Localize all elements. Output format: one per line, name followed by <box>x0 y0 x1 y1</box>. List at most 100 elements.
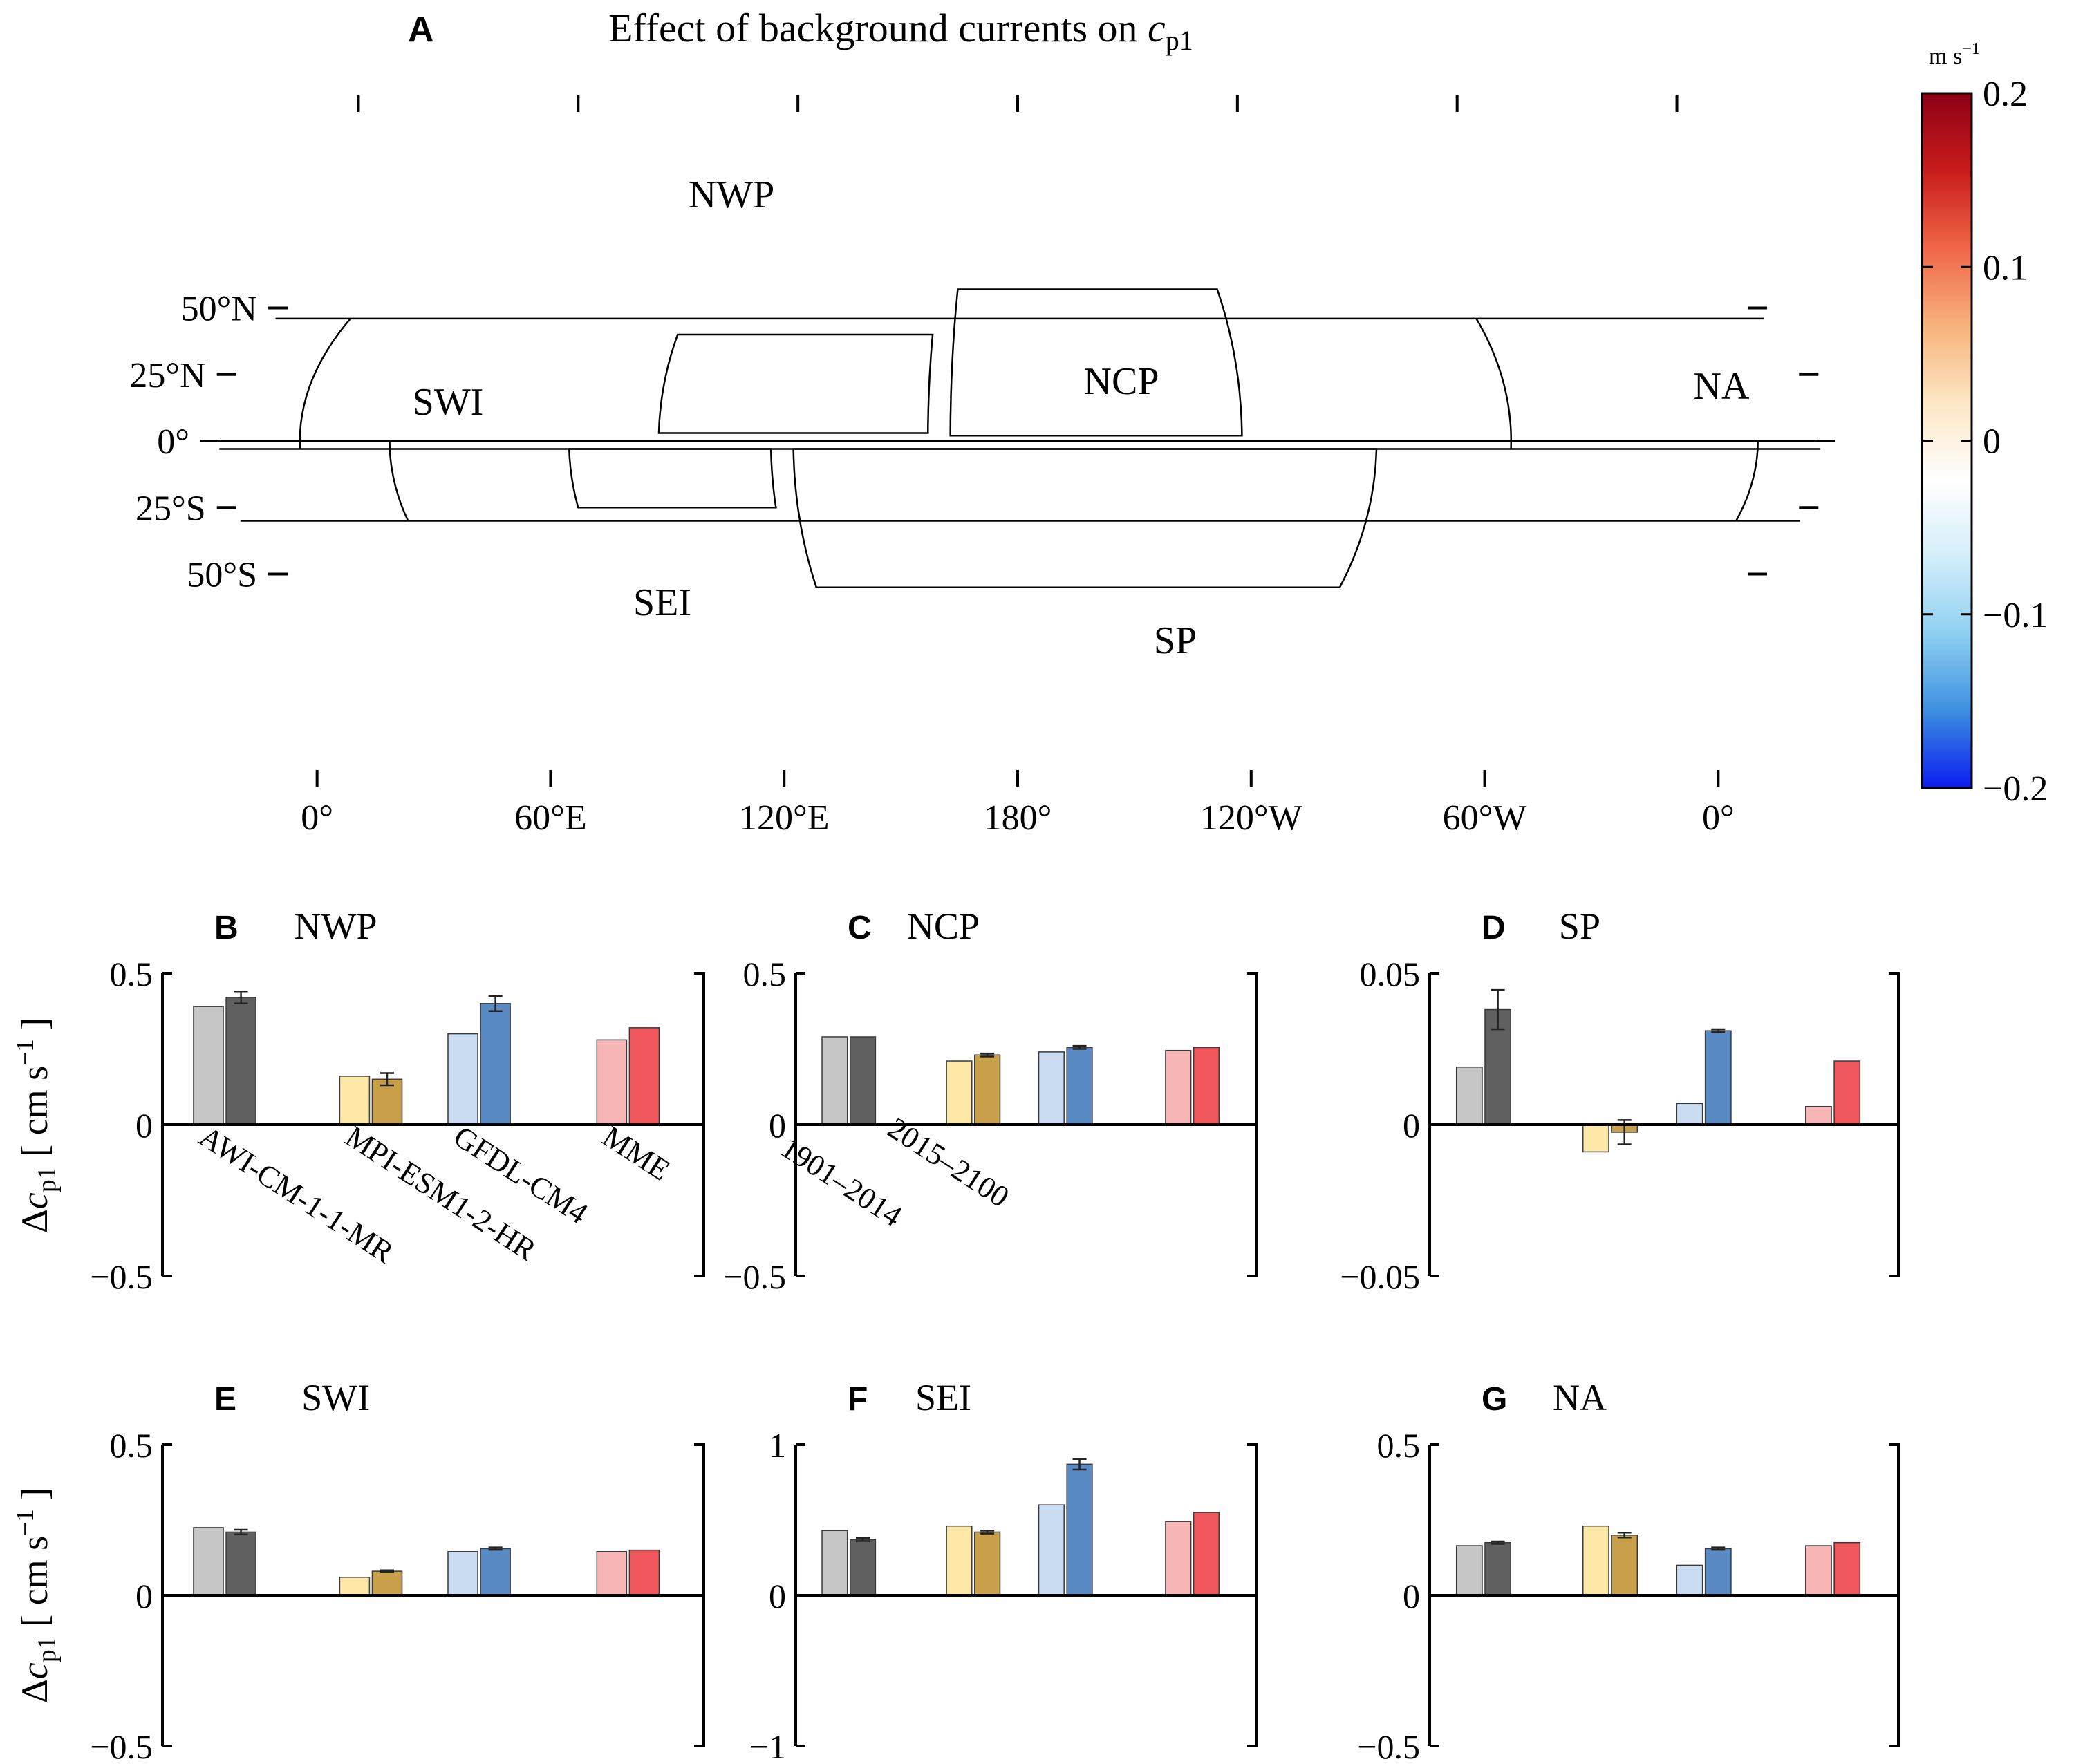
anomaly-patch <box>459 581 492 595</box>
anomaly-patch <box>1691 597 1737 608</box>
anomaly-patch <box>1428 283 1470 293</box>
anomaly-patch <box>1139 518 1169 528</box>
anomaly-patch <box>392 418 409 435</box>
anomaly-patch <box>387 349 418 366</box>
anomaly-patch <box>854 290 872 304</box>
anomaly-patch <box>1636 369 1661 385</box>
region-box-na <box>219 317 1821 450</box>
lat-label: 50°S <box>187 556 257 595</box>
lon-label: 60°E <box>514 798 587 838</box>
anomaly-patch <box>1666 289 1684 297</box>
anomaly-patch <box>1120 331 1139 346</box>
anomaly-patch <box>1457 395 1500 403</box>
anomaly-patch <box>1470 584 1515 597</box>
anomaly-patch <box>814 576 857 585</box>
anomaly-patch <box>973 559 1005 574</box>
anomaly-patch <box>1580 501 1623 518</box>
bar-gfdl-cm4-historical <box>1038 1504 1065 1596</box>
anomaly-patch <box>1156 554 1218 565</box>
anomaly-patch <box>489 380 513 392</box>
anomaly-patch <box>794 402 847 409</box>
anomaly-patch <box>904 392 919 408</box>
region-box-sp <box>792 448 1378 589</box>
anomaly-patch <box>710 354 729 359</box>
bar-mpi-esm1-2-hr-historical <box>339 1076 371 1125</box>
anomaly-patch <box>958 476 989 481</box>
anomaly-patch <box>875 502 935 514</box>
anomaly-patch <box>488 381 546 393</box>
anomaly-patch <box>1730 294 1746 306</box>
lon-label: 120°W <box>1200 798 1302 838</box>
anomaly-patch <box>1298 500 1316 512</box>
anomaly-patch <box>613 452 661 458</box>
anomaly-patch <box>837 500 851 509</box>
anomaly-patch <box>1560 594 1576 601</box>
anomaly-patch <box>1472 328 1505 337</box>
anomaly-patch <box>1486 571 1546 580</box>
panel-a-title-sub: p1 <box>1166 25 1193 56</box>
anomaly-patch <box>345 552 389 565</box>
anomaly-patch <box>846 420 880 431</box>
anomaly-patch <box>1432 424 1460 439</box>
land-africa <box>1739 343 1848 534</box>
y-axis-labels: Δcp1 [ cm s−1 ]Δcp1 [ cm s−1 ] <box>11 1017 62 1703</box>
anomaly-patch <box>1585 403 1607 413</box>
anomaly-patch <box>494 494 529 507</box>
anomaly-patch <box>639 397 654 409</box>
anomaly-patch <box>1540 292 1568 299</box>
anomaly-patch <box>563 313 624 328</box>
anomaly-patch <box>1125 537 1184 552</box>
anomaly-patch <box>1323 366 1383 381</box>
anomaly-patch <box>1378 371 1396 377</box>
panel-letter-e: E <box>214 1381 236 1418</box>
anomaly-patch <box>1403 299 1423 310</box>
anomaly-patch <box>499 528 540 538</box>
anomaly-patch <box>1596 547 1638 563</box>
bar-mme-historical <box>1805 1105 1832 1125</box>
anomaly-patch <box>1157 406 1187 419</box>
anomaly-patch <box>853 488 877 496</box>
panel-title-nwp: NWP <box>295 906 377 947</box>
anomaly-patch <box>586 572 617 577</box>
anomaly-patch <box>355 311 398 317</box>
anomaly-patch <box>987 516 1038 529</box>
anomaly-patch <box>563 400 589 408</box>
anomaly-patch <box>1476 487 1531 498</box>
anomaly-patch <box>1785 477 1825 485</box>
anomaly-patch <box>1057 559 1103 565</box>
anomaly-patch <box>607 428 632 442</box>
anomaly-patch <box>1002 306 1028 319</box>
anomaly-patch <box>786 327 811 339</box>
anomaly-patch <box>1456 428 1471 434</box>
anomaly-patch <box>1207 500 1242 507</box>
anomaly-patch <box>1009 510 1038 519</box>
anomaly-patch <box>319 385 380 391</box>
anomaly-patch <box>1289 354 1312 362</box>
anomaly-patch <box>435 467 468 479</box>
colorbar-unit-exp: −1 <box>1962 40 1980 58</box>
anomaly-patch <box>1184 523 1222 528</box>
y-tick-label: 0 <box>136 1577 153 1615</box>
anomaly-patch <box>1550 456 1605 471</box>
anomaly-patch <box>592 545 626 562</box>
anomaly-patch <box>482 560 519 570</box>
anomaly-patch <box>935 425 969 435</box>
y-label-delta: Δ <box>14 1209 55 1233</box>
anomaly-patch <box>1195 437 1255 447</box>
land-borneo <box>699 422 744 449</box>
anomaly-patch <box>1200 384 1228 400</box>
anomaly-patch <box>566 377 604 386</box>
anomaly-patch <box>1615 296 1647 306</box>
anomaly-patch <box>1427 276 1489 287</box>
anomaly-patch <box>355 505 407 515</box>
anomaly-patch <box>1536 285 1591 292</box>
anomaly-patch <box>1361 549 1401 559</box>
anomaly-patch <box>1072 599 1092 611</box>
anomaly-patch <box>1547 460 1608 472</box>
y-tick-label: 0.5 <box>743 955 787 993</box>
anomaly-patch <box>1444 381 1490 392</box>
bar-mme-future <box>628 1027 660 1125</box>
anomaly-patch <box>1717 591 1738 603</box>
anomaly-patch <box>252 340 268 356</box>
anomaly-patch <box>1723 533 1758 543</box>
